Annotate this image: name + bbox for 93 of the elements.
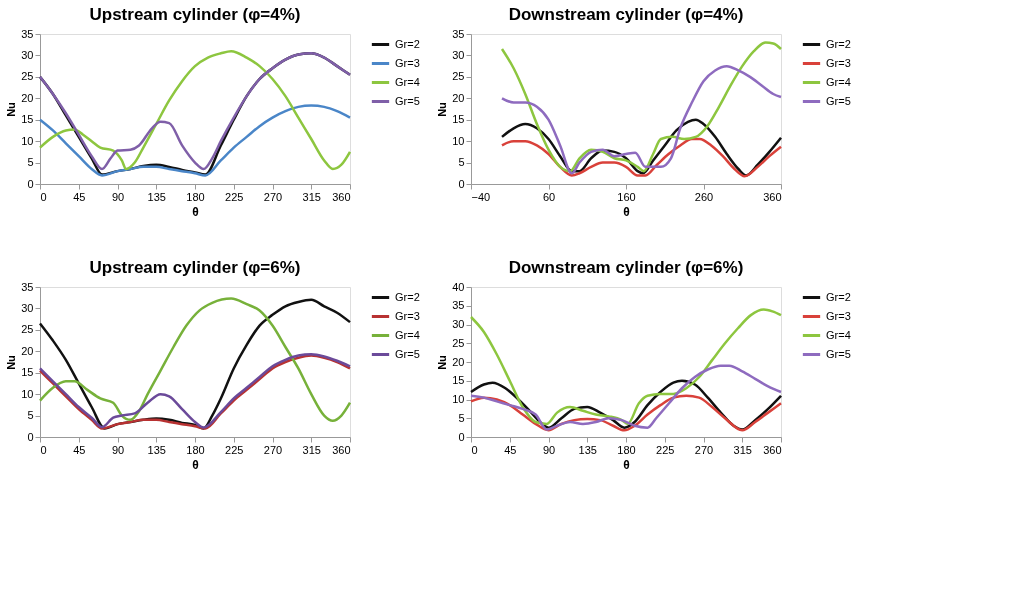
x-tick-label: 45 <box>73 190 86 203</box>
y-tick-label: 35 <box>452 27 465 40</box>
x-tick-label: 315 <box>302 190 321 203</box>
y-tick-label: 0 <box>27 177 34 190</box>
y-tick-label: 20 <box>21 344 34 357</box>
legend-label: Gr=2 <box>395 37 420 50</box>
legend-label: Gr=2 <box>395 290 420 303</box>
x-tick-label: 135 <box>578 443 597 456</box>
chart-title: Upstream cylinder (φ=4%) <box>89 5 301 24</box>
x-tick-label: 315 <box>302 443 321 456</box>
x-axis-title: θ <box>623 457 630 472</box>
x-tick-label: 0 <box>471 443 478 456</box>
y-tick-label: 15 <box>452 113 465 126</box>
y-tick-label: 25 <box>452 336 465 349</box>
x-axis-title: θ <box>192 204 199 219</box>
x-tick-label: 270 <box>694 443 714 456</box>
x-tick-label: 315 <box>733 443 752 456</box>
chart-title: Downstream cylinder (φ=6%) <box>508 258 744 277</box>
y-tick-label: 10 <box>21 387 34 400</box>
y-tick-label: 0 <box>27 430 34 443</box>
x-tick-label: 270 <box>263 190 283 203</box>
y-tick-label: 30 <box>21 48 34 61</box>
y-tick-label: 5 <box>27 156 34 169</box>
legend-label: Gr=5 <box>826 94 851 107</box>
y-tick-label: 5 <box>27 409 34 422</box>
y-tick-label: 5 <box>458 411 465 424</box>
y-tick-label: 30 <box>452 318 465 330</box>
x-tick-label: 0 <box>40 190 47 203</box>
legend-label: Gr=5 <box>395 347 420 360</box>
x-tick-label: 360 <box>332 190 351 203</box>
x-tick-label: 180 <box>186 443 205 456</box>
y-tick-label: 15 <box>452 374 465 387</box>
legend-label: Gr=4 <box>395 75 420 88</box>
x-tick-label: 360 <box>332 443 351 456</box>
legend-label: Gr=3 <box>826 56 851 69</box>
x-tick-label: 260 <box>694 190 714 203</box>
x-tick-label: 90 <box>111 190 125 203</box>
y-tick-label: 15 <box>21 113 34 126</box>
y-tick-label: 40 <box>452 280 465 293</box>
x-tick-label: 180 <box>617 443 636 456</box>
x-tick-label: 60 <box>542 190 556 203</box>
y-tick-label: 20 <box>21 91 34 104</box>
x-tick-label: 360 <box>763 190 782 203</box>
x-tick-label: 180 <box>186 190 205 203</box>
x-tick-label: 45 <box>504 443 517 456</box>
y-axis-title: Nu <box>5 102 18 117</box>
y-tick-label: 35 <box>452 299 465 312</box>
y-tick-label: 10 <box>452 393 465 405</box>
y-tick-label: 5 <box>458 156 465 169</box>
x-tick-label: 225 <box>225 443 244 456</box>
y-tick-label: 30 <box>452 48 465 61</box>
legend-label: Gr=5 <box>395 94 420 107</box>
legend-label: Gr=3 <box>395 309 420 322</box>
x-tick-label: −40 <box>471 190 491 203</box>
x-tick-label: 225 <box>656 443 675 456</box>
y-tick-label: 30 <box>21 301 34 314</box>
x-axis-title: θ <box>623 204 630 219</box>
chart-title: Downstream cylinder (φ=4%) <box>508 5 744 24</box>
y-tick-label: 25 <box>21 323 34 336</box>
legend-label: Gr=4 <box>395 328 420 341</box>
y-tick-label: 10 <box>452 134 465 147</box>
legend-label: Gr=4 <box>826 328 851 341</box>
legend-label: Gr=2 <box>826 290 851 303</box>
y-tick-label: 0 <box>458 430 465 443</box>
x-tick-label: 360 <box>763 443 782 456</box>
legend-label: Gr=4 <box>826 75 851 88</box>
x-tick-label: 0 <box>40 443 47 456</box>
x-tick-label: 135 <box>147 190 166 203</box>
x-tick-label: 90 <box>111 443 125 456</box>
y-tick-label: 35 <box>21 280 34 293</box>
x-tick-label: 45 <box>73 443 86 456</box>
legend-label: Gr=3 <box>826 309 851 322</box>
legend-label: Gr=2 <box>826 37 851 50</box>
legend-label: Gr=3 <box>395 56 420 69</box>
y-axis-title: Nu <box>436 102 449 117</box>
x-tick-label: 90 <box>542 443 556 456</box>
x-tick-label: 270 <box>263 443 283 456</box>
y-tick-label: 0 <box>458 177 465 190</box>
y-tick-label: 35 <box>21 27 34 40</box>
y-tick-label: 25 <box>452 70 465 83</box>
y-axis-title: Nu <box>5 355 18 370</box>
x-tick-label: 225 <box>225 190 244 203</box>
x-tick-label: 135 <box>147 443 166 456</box>
chart-title: Upstream cylinder (φ=6%) <box>89 258 301 277</box>
y-tick-label: 20 <box>452 91 465 104</box>
x-tick-label: 160 <box>617 190 636 203</box>
y-tick-label: 10 <box>21 134 34 147</box>
y-axis-title: Nu <box>436 355 449 370</box>
y-tick-label: 15 <box>21 366 34 379</box>
y-tick-label: 25 <box>21 70 34 83</box>
x-axis-title: θ <box>192 457 199 472</box>
y-tick-label: 20 <box>452 355 465 368</box>
legend-label: Gr=5 <box>826 347 851 360</box>
